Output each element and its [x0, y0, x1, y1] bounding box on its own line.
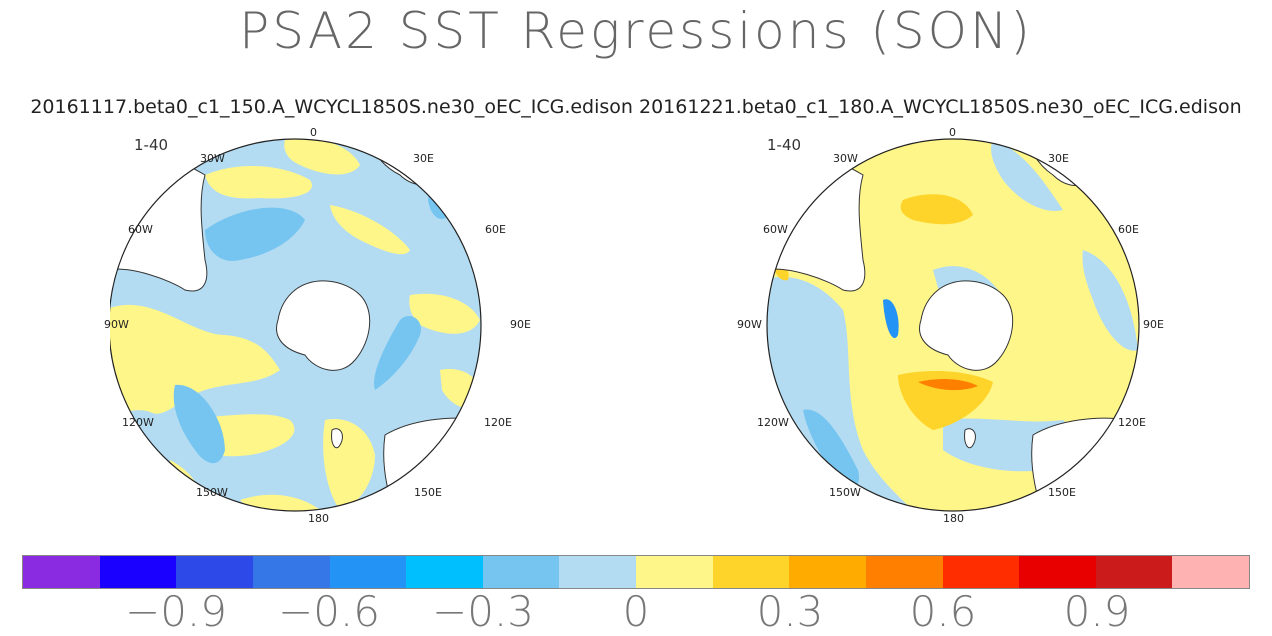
- map-boundary: [110, 138, 482, 512]
- colorbar-tick-label: 0.3: [756, 587, 824, 636]
- colorbar-swatch-13: [1019, 556, 1096, 588]
- antarctica-landmass: [276, 280, 371, 371]
- lon-label-0: 0: [949, 126, 956, 139]
- sst-anomaly-strong-positive: [918, 378, 978, 391]
- colorbar-swatch-6: [482, 556, 560, 588]
- colorbar-tick-label: 0.6: [909, 587, 977, 636]
- colorbar-tick-label: −0.9: [125, 587, 227, 636]
- period-label: 1-40: [134, 136, 169, 154]
- lon-label-30e: 30E: [413, 152, 434, 165]
- sst-anomaly-positive: [330, 205, 410, 255]
- period-label: 1-40: [767, 136, 802, 154]
- australia-landmass: [383, 417, 481, 511]
- lon-label-180: 180: [943, 512, 964, 525]
- lon-label-30w: 30W: [833, 152, 858, 165]
- lon-label-30e: 30E: [1048, 152, 1069, 165]
- colorbar-swatch-0: [23, 556, 100, 588]
- colorbar-swatch-5: [406, 556, 483, 588]
- colorbar-swatch-3: [252, 556, 330, 588]
- lon-label-90w: 90W: [737, 318, 762, 331]
- lon-label-0: 0: [310, 126, 317, 139]
- sst-anomaly-negative: [173, 384, 225, 464]
- polar-map-left-plot: [110, 138, 482, 512]
- polar-map-right: 1-40 0 30E 60E 90E 120E 150E 180 150W 12…: [737, 120, 1164, 530]
- lon-label-60e: 60E: [1118, 223, 1139, 236]
- lon-label-60e: 60E: [485, 223, 506, 236]
- sst-anomaly-negative: [1082, 250, 1138, 351]
- colorbar-swatch-1: [99, 556, 177, 588]
- sst-anomaly-positive: [900, 194, 973, 225]
- sst-anomaly-positive: [110, 304, 280, 420]
- colorbar-swatch-14: [1095, 556, 1173, 588]
- sst-anomaly-positive: [409, 293, 480, 334]
- antarctica-landmass: [919, 280, 1014, 371]
- new-zealand-landmass: [964, 428, 976, 449]
- lon-label-90e: 90E: [510, 318, 531, 331]
- sst-anomaly-positive: [284, 139, 360, 175]
- colorbar-swatch-7: [559, 556, 636, 588]
- lon-label-180: 180: [308, 512, 329, 525]
- lon-label-90w: 90W: [104, 318, 129, 331]
- colorbar-swatch-10: [789, 556, 866, 588]
- new-zealand-landmass: [331, 428, 343, 449]
- colorbar-swatch-4: [329, 556, 407, 588]
- sst-anomaly-positive: [205, 165, 312, 199]
- case-names-line: 20161117.beta0_c1_150.A_WCYCL1850S.ne30_…: [30, 96, 1242, 118]
- lon-label-120e: 120E: [1118, 416, 1146, 429]
- lon-label-90e: 90E: [1143, 318, 1164, 331]
- polar-map-left: 1-40 0 30E 60E 90E 120E 150E 180 150W 12…: [104, 120, 531, 530]
- sst-anomaly-negative: [374, 315, 421, 390]
- map-boundary: [766, 138, 1140, 512]
- colorbar-swatch-9: [712, 556, 790, 588]
- colorbar-tick-label: −0.3: [432, 587, 534, 636]
- lon-label-60w: 60W: [763, 223, 788, 236]
- lon-label-150w: 150W: [829, 486, 861, 499]
- sst-anomaly-negative: [883, 299, 899, 339]
- colorbar-swatch-8: [636, 556, 713, 588]
- colorbar-tick-label: 0: [622, 587, 650, 636]
- sst-anomaly-negative: [205, 207, 305, 261]
- south-america-landmass: [110, 139, 208, 292]
- sst-anomaly-negative: [803, 409, 859, 489]
- lon-label-120e: 120E: [484, 416, 512, 429]
- lon-label-120w: 120W: [122, 416, 154, 429]
- colorbar-tick-label: −0.6: [278, 587, 380, 636]
- colorbar-swatch-15: [1172, 556, 1249, 588]
- figure-title: PSA2 SST Regressions (SON): [239, 2, 1033, 60]
- sst-anomaly-negative: [991, 140, 1063, 211]
- colorbar-swatch-11: [865, 556, 943, 588]
- polar-map-right-plot: [766, 138, 1140, 512]
- lon-label-120w: 120W: [757, 416, 789, 429]
- sst-anomaly-positive: [240, 494, 320, 511]
- lon-label-150e: 150E: [414, 486, 442, 499]
- lon-label-150w: 150W: [196, 486, 228, 499]
- lon-label-30w: 30W: [200, 152, 225, 165]
- colorbar: [22, 555, 1250, 589]
- lon-label-60w: 60W: [128, 223, 153, 236]
- colorbar-swatch-12: [942, 556, 1020, 588]
- colorbar-swatch-2: [176, 556, 253, 588]
- lon-label-150e: 150E: [1048, 486, 1076, 499]
- colorbar-tick-label: 0.9: [1063, 587, 1131, 636]
- australia-landmass: [1031, 417, 1139, 511]
